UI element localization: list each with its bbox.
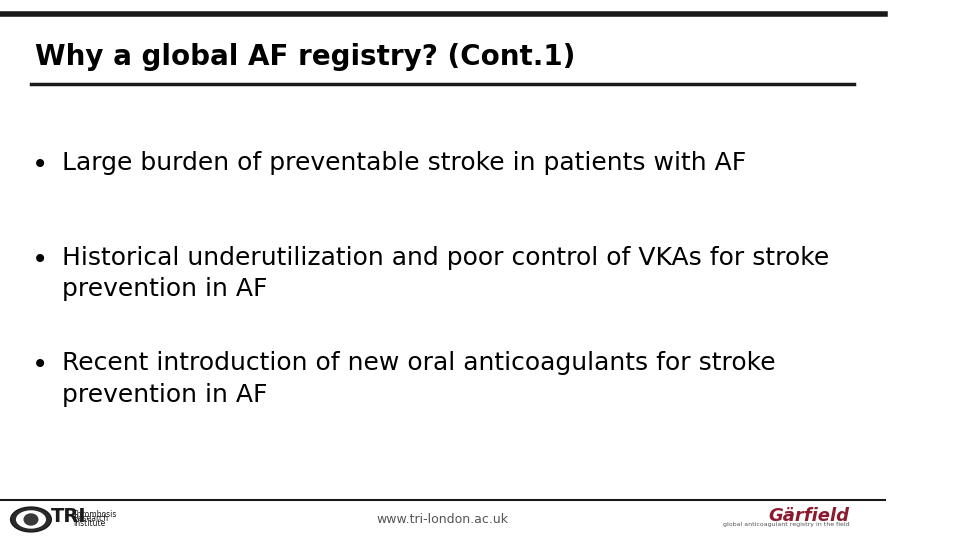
- Text: Large burden of preventable stroke in patients with AF: Large burden of preventable stroke in pa…: [62, 151, 746, 175]
- Text: Thrombosis: Thrombosis: [73, 510, 118, 518]
- Ellipse shape: [23, 513, 38, 526]
- Text: Research: Research: [73, 515, 108, 523]
- Circle shape: [11, 507, 51, 532]
- Text: www.tri-london.ac.uk: www.tri-london.ac.uk: [376, 513, 509, 526]
- Text: Historical underutilization and poor control of VKAs for stroke
prevention in AF: Historical underutilization and poor con…: [62, 246, 829, 301]
- Text: Institute: Institute: [73, 519, 106, 528]
- Text: TRI: TRI: [51, 507, 86, 526]
- Text: •: •: [32, 151, 48, 179]
- Text: Recent introduction of new oral anticoagulants for stroke
prevention in AF: Recent introduction of new oral anticoag…: [62, 351, 776, 407]
- Text: •: •: [32, 351, 48, 379]
- Text: Gärfield: Gärfield: [768, 507, 850, 525]
- Text: Why a global AF registry? (Cont.1): Why a global AF registry? (Cont.1): [36, 43, 576, 71]
- Text: global anticoagulant registry in the field: global anticoagulant registry in the fie…: [723, 522, 850, 528]
- Circle shape: [16, 510, 46, 529]
- Text: •: •: [32, 246, 48, 274]
